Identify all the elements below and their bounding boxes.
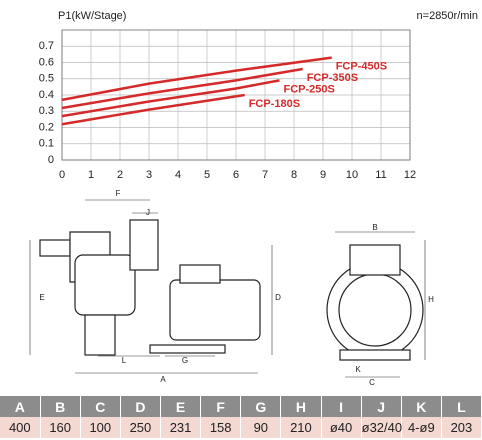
y-tick-label: 0.2: [39, 121, 54, 133]
dimension-label: J: [146, 208, 150, 217]
base-left: [84, 314, 116, 356]
outlet: [129, 219, 159, 271]
front-base: [339, 349, 411, 361]
data-row-cell: 250: [120, 417, 162, 438]
strainer: [74, 254, 136, 316]
data-row-cell: ø40: [321, 417, 362, 438]
dimension-label: A: [160, 375, 166, 384]
header-row-cell: D: [120, 396, 162, 417]
data-row: 400 160 100 250 231 158 90 210 ø40 ø32/40 4-ø9 203: [0, 417, 482, 438]
data-row-cell: 231: [160, 417, 202, 438]
header-row-cell: B: [40, 396, 81, 417]
y-tick-label: 0.5: [39, 73, 54, 85]
header-row-cell: K: [401, 396, 442, 417]
x-tick-label: 4: [175, 169, 181, 181]
series-line: [61, 67, 303, 110]
header-row-cell: G: [240, 396, 282, 417]
series-label: FCP-350S: [307, 72, 358, 84]
y-tick-label: 0.1: [39, 138, 54, 150]
header-row-cell: F: [200, 396, 242, 417]
terminal-box: [179, 264, 221, 284]
chart: P1(kW/Stage) n=2850r/min F J E D L G A B H KC 0 0.…: [29, 10, 478, 387]
x-tick-label: 5: [204, 169, 210, 181]
header-row-cell: I: [321, 396, 362, 417]
header-row-cell: C: [80, 396, 121, 417]
data-row-cell: 210: [280, 417, 322, 438]
x-tick-label: 9: [320, 169, 326, 181]
y-tick-label: 0.6: [39, 56, 54, 68]
series-label: FCP-180S: [249, 98, 300, 110]
x-tick-label: 11: [375, 169, 386, 181]
x-tick-label: 3: [146, 169, 152, 181]
y-tick-label: 0.3: [39, 105, 54, 117]
dimension-label: G: [182, 356, 188, 365]
inlet: [39, 239, 71, 257]
annotation: n=2850r/min: [417, 10, 478, 22]
header-row-cell: E: [160, 396, 202, 417]
plot-frame: [61, 29, 411, 161]
spec-table: A B C D E F G H I J K L 400 160 100 250 231 158 90 210 ø40 ø3…: [0, 396, 482, 438]
header-row-cell: L: [441, 396, 482, 417]
data-row-cell: 100: [80, 417, 121, 438]
series-line: [61, 56, 332, 102]
x-tick-label: 1: [88, 169, 94, 181]
y-tick-label: 0: [48, 154, 54, 166]
series-label: FCP-250S: [284, 83, 335, 95]
motor: [169, 279, 261, 341]
data-row-cell: 203: [441, 417, 482, 438]
series-label: FCP-450S: [336, 61, 387, 73]
y-axis-title: P1(kW/Stage): [58, 10, 126, 22]
header-row-cell: H: [280, 396, 322, 417]
data-row-cell: 158: [200, 417, 242, 438]
x-tick-label: 7: [262, 169, 268, 181]
dimension-label: E: [39, 293, 44, 302]
dimension-label: D: [275, 293, 281, 302]
data-row-cell: ø32/40: [361, 417, 402, 438]
dimension-label: L: [122, 356, 127, 365]
x-tick-label: 10: [346, 169, 358, 181]
data-row-cell: 90: [240, 417, 282, 438]
dimension-label: C: [369, 378, 375, 387]
front-outlet: [349, 244, 401, 276]
front-cover: [338, 273, 412, 347]
x-tick-label: 12: [404, 169, 416, 181]
x-tick-label: 6: [233, 169, 239, 181]
technical-drawing: F J E D L G A B H KC: [29, 189, 434, 387]
x-tick-label: 8: [291, 169, 297, 181]
data-row-cell: 4-ø9: [401, 417, 442, 438]
header-row-cell: A: [0, 396, 41, 417]
series-line: [61, 79, 280, 118]
data-row-cell: 160: [40, 417, 81, 438]
dimension-label: H: [428, 295, 434, 304]
dimension-label: F: [116, 189, 121, 198]
y-tick-label: 0.7: [39, 40, 54, 52]
y-tick-label: 0.4: [39, 89, 54, 101]
data-row-cell: 400: [0, 417, 41, 438]
motor-feet: [149, 344, 226, 354]
x-tick-label: 0: [59, 169, 65, 181]
dimension-label: K: [355, 365, 361, 374]
series-line: [61, 93, 245, 126]
dimension-label: B: [372, 223, 377, 232]
header-row-cell: J: [361, 396, 402, 417]
x-tick-label: 2: [117, 169, 123, 181]
